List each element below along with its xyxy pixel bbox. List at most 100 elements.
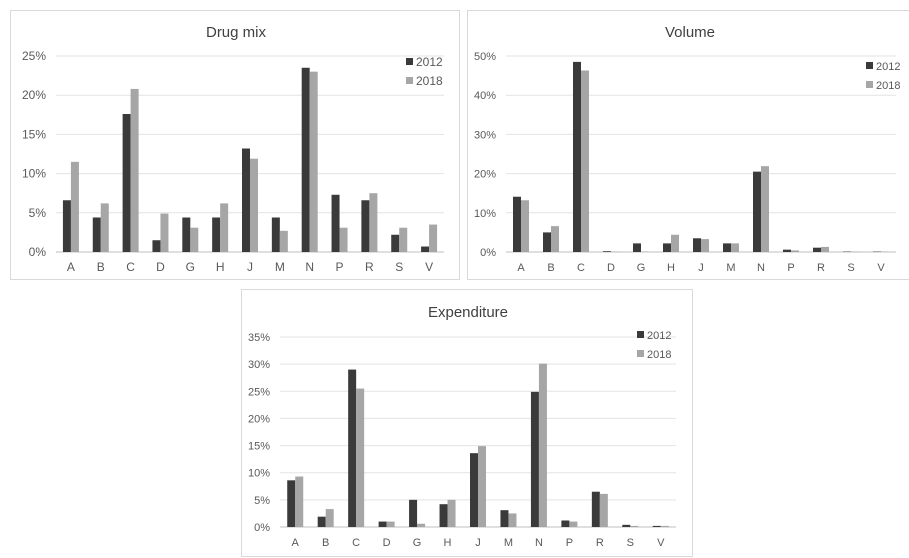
volume-x-tick-label: M bbox=[726, 262, 735, 274]
volume-bar-2012-M bbox=[723, 243, 731, 252]
expenditure-bar-2012-P bbox=[561, 520, 569, 527]
drug-mix-bar-2018-B bbox=[101, 203, 109, 252]
drug-mix-x-tick-label: J bbox=[247, 260, 253, 274]
drug-mix-y-tick-label: 20% bbox=[22, 88, 46, 102]
expenditure-y-tick-label: 15% bbox=[248, 441, 270, 453]
drug-mix-y-tick-label: 10% bbox=[22, 167, 46, 181]
expenditure-bar-2018-R bbox=[600, 494, 608, 527]
expenditure-bar-2018-J bbox=[478, 446, 486, 527]
volume-y-tick-label: 50% bbox=[474, 51, 496, 63]
expenditure-legend-swatch bbox=[637, 350, 644, 357]
volume-bar-2018-A bbox=[521, 200, 529, 252]
drug-mix-bar-2018-S bbox=[399, 228, 407, 252]
drug-mix-bar-2018-M bbox=[280, 231, 288, 252]
expenditure-x-tick-label: N bbox=[535, 537, 543, 549]
expenditure-y-tick-label: 5% bbox=[254, 495, 270, 507]
expenditure-x-tick-label: V bbox=[657, 537, 665, 549]
drug-mix-x-tick-label: M bbox=[275, 260, 285, 274]
volume-x-tick-label: A bbox=[517, 262, 525, 274]
expenditure-chart-title: Expenditure bbox=[428, 304, 508, 321]
expenditure-x-tick-label: P bbox=[566, 537, 573, 549]
volume-bar-2018-N bbox=[761, 166, 769, 252]
drug-mix-bar-2012-G bbox=[182, 218, 190, 252]
expenditure-y-tick-label: 0% bbox=[254, 522, 270, 534]
drug-mix-x-tick-label: N bbox=[305, 260, 314, 274]
drug-mix-bar-2018-P bbox=[340, 228, 348, 252]
drug-mix-chart-title: Drug mix bbox=[206, 24, 267, 41]
volume-bar-2012-D bbox=[603, 251, 611, 252]
expenditure-legend-swatch bbox=[637, 331, 644, 338]
volume-bar-2012-P bbox=[783, 250, 791, 252]
drug-mix-x-tick-label: D bbox=[156, 260, 165, 274]
drug-mix-y-tick-label: 5% bbox=[29, 206, 47, 220]
expenditure-bar-2012-R bbox=[592, 492, 600, 527]
volume-x-tick-label: V bbox=[877, 262, 885, 274]
drug-mix-legend-swatch bbox=[406, 77, 413, 84]
expenditure-x-tick-label: G bbox=[413, 537, 422, 549]
drug-mix-x-tick-label: G bbox=[186, 260, 195, 274]
drug-mix-bar-2012-R bbox=[361, 200, 369, 252]
drug-mix-bar-2012-H bbox=[212, 218, 220, 252]
expenditure-bar-2018-D bbox=[387, 522, 395, 527]
expenditure-bar-2018-G bbox=[417, 524, 425, 527]
drug-mix-x-tick-label: R bbox=[365, 260, 374, 274]
expenditure-bar-2018-C bbox=[356, 389, 364, 527]
drug-mix-x-tick-label: P bbox=[336, 260, 344, 274]
expenditure-bar-2018-P bbox=[569, 522, 577, 527]
volume-bar-2012-R bbox=[813, 248, 821, 252]
drug-mix-x-tick-label: B bbox=[97, 260, 105, 274]
expenditure-bar-2012-J bbox=[470, 453, 478, 527]
volume-x-tick-label: P bbox=[787, 262, 794, 274]
expenditure-x-tick-label: J bbox=[475, 537, 481, 549]
volume-bar-2018-C bbox=[581, 71, 589, 252]
expenditure-bar-2012-M bbox=[500, 510, 508, 527]
volume-x-tick-label: S bbox=[847, 262, 854, 274]
volume-bar-2018-J bbox=[701, 239, 709, 252]
drug-mix-bar-2018-H bbox=[220, 203, 228, 252]
expenditure-bar-2012-G bbox=[409, 500, 417, 527]
volume-y-tick-label: 10% bbox=[474, 208, 496, 220]
volume-legend-label: 2018 bbox=[876, 80, 900, 92]
volume-x-tick-label: B bbox=[547, 262, 554, 274]
drug-mix-bar-2012-D bbox=[152, 240, 160, 252]
volume-legend-swatch bbox=[866, 81, 873, 88]
volume-x-tick-label: R bbox=[817, 262, 825, 274]
expenditure-bar-2018-V bbox=[661, 526, 669, 527]
drug-mix-x-tick-label: A bbox=[67, 260, 75, 274]
expenditure-bar-2012-H bbox=[440, 504, 448, 527]
expenditure-x-tick-label: A bbox=[292, 537, 300, 549]
expenditure-bar-2018-N bbox=[539, 364, 547, 527]
volume-y-tick-label: 40% bbox=[474, 90, 496, 102]
expenditure-bar-2018-M bbox=[508, 513, 516, 527]
volume-x-tick-label: G bbox=[637, 262, 646, 274]
expenditure-bar-2018-B bbox=[326, 509, 334, 527]
expenditure-bar-2012-C bbox=[348, 370, 356, 527]
expenditure-bar-2012-B bbox=[318, 517, 326, 527]
volume-y-tick-label: 0% bbox=[480, 247, 496, 259]
drug-mix-bar-2012-J bbox=[242, 149, 250, 252]
volume-legend-swatch bbox=[866, 62, 873, 69]
volume-bar-2012-H bbox=[663, 243, 671, 252]
volume-bar-2012-B bbox=[543, 232, 551, 252]
expenditure-x-tick-label: C bbox=[352, 537, 360, 549]
expenditure-x-tick-label: R bbox=[596, 537, 604, 549]
expenditure-bar-2018-S bbox=[630, 526, 638, 527]
expenditure-x-tick-label: M bbox=[504, 537, 513, 549]
drug-mix-bar-2012-M bbox=[272, 218, 280, 252]
volume-x-tick-label: H bbox=[667, 262, 675, 274]
volume-x-tick-label: C bbox=[577, 262, 585, 274]
volume-bar-2018-M bbox=[731, 243, 739, 252]
drug-mix-bar-2018-R bbox=[369, 193, 377, 252]
drug-mix-bar-2012-A bbox=[63, 200, 71, 252]
volume-bar-2012-J bbox=[693, 238, 701, 252]
drug-mix-bar-2018-N bbox=[310, 72, 318, 252]
volume-bar-2018-P bbox=[791, 250, 799, 252]
drug-mix-bar-2012-B bbox=[93, 218, 101, 252]
volume-bar-2012-G bbox=[633, 243, 641, 252]
drug-mix-legend-label: 2018 bbox=[416, 74, 443, 88]
volume-bar-2018-H bbox=[671, 235, 679, 252]
drug-mix-bar-2018-D bbox=[160, 214, 168, 252]
